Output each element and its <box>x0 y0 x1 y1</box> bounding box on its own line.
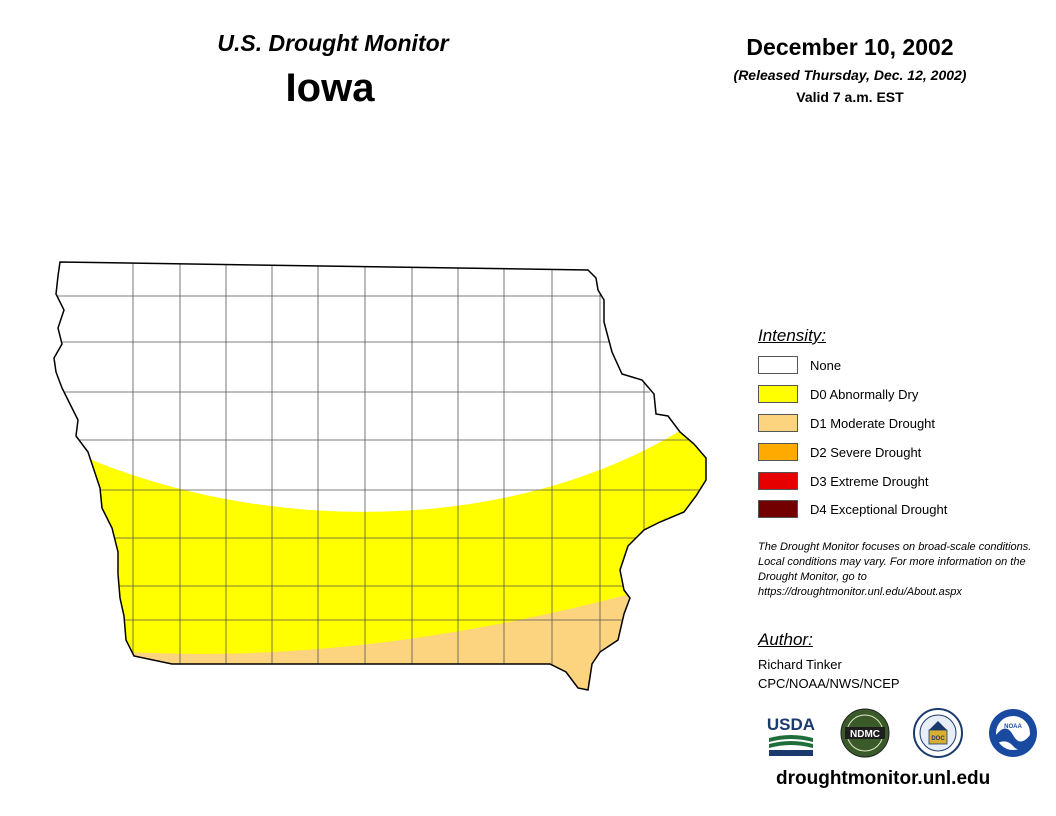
legend-swatch-d0 <box>758 385 798 403</box>
noaa-logo: NOAA <box>989 709 1037 757</box>
disclaimer-text: The Drought Monitor focuses on broad-sca… <box>758 541 1032 598</box>
legend-swatch-d2 <box>758 443 798 461</box>
ndmc-logo-text: NDMC <box>850 729 880 740</box>
iowa-drought-map <box>53 261 707 691</box>
legend-label-d1: D1 Moderate Drought <box>810 415 936 431</box>
legend-label-d3: D3 Extreme Drought <box>810 473 929 489</box>
legend-item-d0: D0 Abnormally Dry <box>758 384 918 404</box>
author-heading: Author: <box>758 630 813 649</box>
legend-label-d4: D4 Exceptional Drought <box>810 501 948 517</box>
valid-time: Valid 7 a.m. EST <box>796 89 904 105</box>
legend-label-d2: D2 Severe Drought <box>810 444 922 460</box>
usda-logo-text: USDA <box>767 715 815 734</box>
commerce-logo-text: DOC <box>931 736 945 742</box>
legend-swatch-d1 <box>758 414 798 432</box>
legend-item-d3: D3 Extreme Drought <box>758 471 929 491</box>
legend-label-none: None <box>810 357 842 373</box>
legend-swatch-none <box>758 356 798 374</box>
product-title: U.S. Drought Monitor <box>217 30 449 56</box>
legend-title: Intensity: <box>758 326 827 345</box>
map-date: December 10, 2002 <box>746 34 954 60</box>
legend-item-d2: D2 Severe Drought <box>758 442 921 462</box>
legend-swatch-d4 <box>758 500 798 518</box>
author-name: Richard Tinker <box>758 657 842 672</box>
release-date: (Released Thursday, Dec. 12, 2002) <box>733 67 967 83</box>
website-url[interactable]: droughtmonitor.unl.edu <box>776 768 991 789</box>
legend-item-d1: D1 Moderate Drought <box>758 413 935 433</box>
noaa-logo-text: NOAA <box>1004 724 1022 730</box>
author-org: CPC/NOAA/NWS/NCEP <box>758 676 900 691</box>
legend-label-d0: D0 Abnormally Dry <box>810 386 919 402</box>
ndmc-logo: NDMC <box>840 708 890 758</box>
legend-item-d4: D4 Exceptional Drought <box>758 499 947 519</box>
legend-item-none: None <box>758 355 841 375</box>
commerce-logo: DOC <box>913 708 963 758</box>
legend-swatch-d3 <box>758 472 798 490</box>
state-title: Iowa <box>285 66 375 110</box>
usda-logo: USDA <box>767 715 815 756</box>
